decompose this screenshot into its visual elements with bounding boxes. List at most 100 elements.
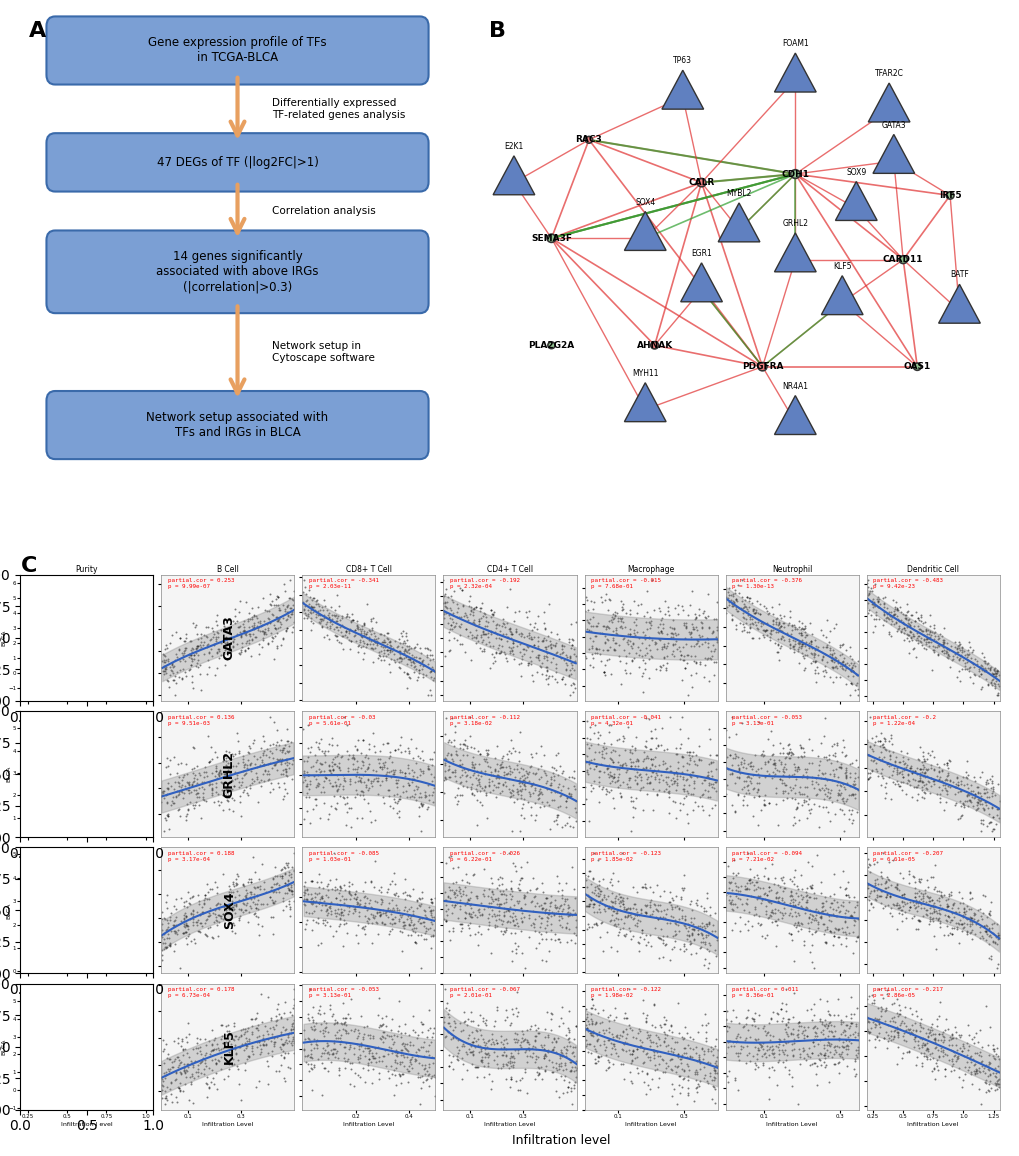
Point bbox=[818, 787, 835, 806]
Point bbox=[177, 1062, 194, 1081]
Point bbox=[487, 618, 503, 637]
Point bbox=[207, 666, 223, 684]
Point bbox=[968, 1044, 984, 1062]
Point bbox=[189, 903, 205, 921]
Point bbox=[333, 633, 350, 652]
Point bbox=[544, 1058, 560, 1076]
Text: partial.cor = -0.03
p = 5.61e-01: partial.cor = -0.03 p = 5.61e-01 bbox=[309, 714, 375, 726]
Point bbox=[497, 1054, 514, 1073]
Point bbox=[400, 644, 417, 662]
Point bbox=[493, 1033, 510, 1052]
Point bbox=[591, 885, 607, 904]
Point bbox=[462, 1036, 478, 1054]
Point bbox=[598, 781, 614, 800]
Point bbox=[632, 770, 648, 788]
Point bbox=[908, 1047, 924, 1066]
Point bbox=[730, 584, 746, 602]
Point bbox=[970, 1045, 986, 1064]
Point bbox=[227, 756, 244, 775]
Point bbox=[650, 769, 666, 787]
Point bbox=[614, 1040, 631, 1059]
Point bbox=[760, 879, 776, 897]
Point bbox=[827, 668, 844, 687]
Point bbox=[510, 936, 526, 955]
Point bbox=[547, 662, 564, 681]
Point bbox=[490, 775, 506, 793]
Point bbox=[161, 935, 177, 954]
Point bbox=[833, 784, 849, 802]
Point bbox=[514, 943, 530, 962]
Point bbox=[271, 609, 287, 628]
Point bbox=[890, 881, 906, 899]
Point bbox=[406, 919, 422, 938]
Point bbox=[261, 748, 277, 766]
Point bbox=[823, 904, 840, 922]
Point bbox=[256, 880, 272, 898]
FancyBboxPatch shape bbox=[47, 230, 428, 313]
Point bbox=[985, 661, 1002, 680]
Point bbox=[950, 650, 966, 668]
Point bbox=[612, 618, 629, 637]
Point bbox=[451, 755, 468, 773]
Point bbox=[447, 771, 464, 790]
Point bbox=[382, 1039, 398, 1058]
Point bbox=[22, 821, 39, 839]
Point bbox=[848, 1017, 864, 1036]
Point bbox=[207, 762, 223, 780]
Point bbox=[764, 605, 781, 623]
Point bbox=[92, 1031, 108, 1050]
Point bbox=[584, 995, 600, 1014]
Point bbox=[631, 645, 647, 664]
Point bbox=[611, 897, 628, 916]
Point bbox=[326, 606, 342, 624]
Point bbox=[234, 749, 251, 768]
Point bbox=[606, 607, 623, 625]
Point bbox=[483, 889, 499, 907]
Point bbox=[668, 640, 685, 659]
Point bbox=[937, 639, 954, 658]
Point bbox=[461, 707, 477, 726]
Point bbox=[602, 665, 619, 683]
Point bbox=[383, 1029, 399, 1047]
Point bbox=[802, 904, 818, 922]
Point bbox=[458, 1043, 474, 1061]
Point bbox=[586, 914, 602, 933]
Point bbox=[158, 1089, 174, 1107]
Point bbox=[385, 1085, 401, 1104]
Point bbox=[57, 624, 73, 643]
Point bbox=[45, 1052, 61, 1070]
Point bbox=[594, 941, 610, 959]
Point bbox=[828, 892, 845, 911]
Point bbox=[959, 765, 975, 784]
Point bbox=[123, 612, 140, 630]
Point bbox=[65, 645, 82, 664]
Point bbox=[600, 650, 616, 668]
Point bbox=[941, 750, 957, 769]
Point bbox=[403, 639, 419, 658]
Point bbox=[507, 944, 524, 963]
Point bbox=[738, 890, 754, 909]
Point bbox=[627, 610, 643, 629]
Point bbox=[978, 654, 995, 673]
Point bbox=[524, 665, 540, 683]
Point bbox=[208, 1053, 224, 1072]
Point bbox=[930, 785, 947, 803]
Point bbox=[255, 629, 271, 647]
Point bbox=[833, 1047, 849, 1066]
Point bbox=[348, 751, 365, 770]
Point bbox=[863, 728, 879, 747]
Point bbox=[17, 949, 34, 968]
Point bbox=[198, 1044, 214, 1062]
Point bbox=[66, 781, 83, 800]
Point bbox=[526, 778, 542, 796]
Point bbox=[28, 796, 44, 815]
Point bbox=[700, 649, 716, 667]
Point bbox=[806, 1027, 822, 1045]
Point bbox=[399, 773, 416, 792]
Point bbox=[694, 603, 710, 622]
Point bbox=[958, 787, 974, 806]
Point bbox=[630, 595, 646, 614]
Point bbox=[720, 727, 737, 746]
Point bbox=[171, 773, 187, 792]
Point bbox=[764, 1040, 781, 1059]
